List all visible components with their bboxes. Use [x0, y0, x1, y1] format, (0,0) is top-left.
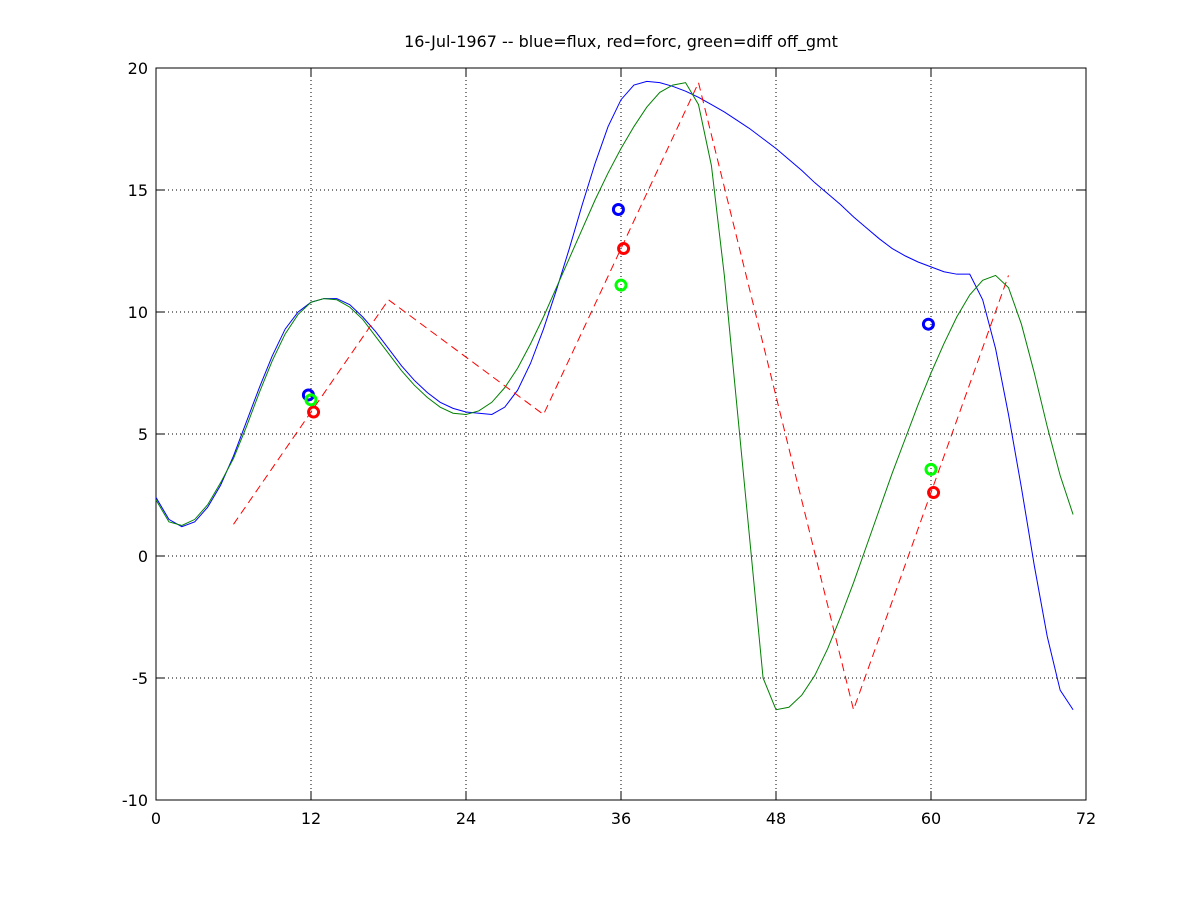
x-tick-label: 36	[611, 809, 631, 828]
x-tick-label: 0	[151, 809, 161, 828]
marker	[304, 393, 318, 407]
x-tick-label: 48	[766, 809, 786, 828]
y-tick-label: 20	[128, 59, 148, 78]
y-tick-label: -10	[122, 791, 148, 810]
marker	[614, 278, 628, 292]
y-tick-label: 0	[138, 547, 148, 566]
x-tick-label: 24	[456, 809, 476, 828]
marker	[924, 462, 938, 476]
y-tick-label: 15	[128, 181, 148, 200]
marker	[921, 317, 935, 331]
x-tick-label: 12	[301, 809, 321, 828]
y-tick-label: 10	[128, 303, 148, 322]
plot-frame	[155, 67, 1087, 801]
marker	[611, 203, 625, 217]
chart-title: 16-Jul-1967 -- blue=flux, red=forc, gree…	[404, 32, 838, 52]
marker	[927, 486, 941, 500]
x-tick-label: 60	[921, 809, 941, 828]
data-line	[233, 81, 1009, 712]
marker	[617, 242, 631, 256]
data-line	[155, 82, 1074, 711]
x-tick-label: 72	[1076, 809, 1096, 828]
y-tick-label: 5	[138, 425, 148, 444]
y-tick-label: -5	[132, 669, 148, 688]
marker	[307, 405, 321, 419]
